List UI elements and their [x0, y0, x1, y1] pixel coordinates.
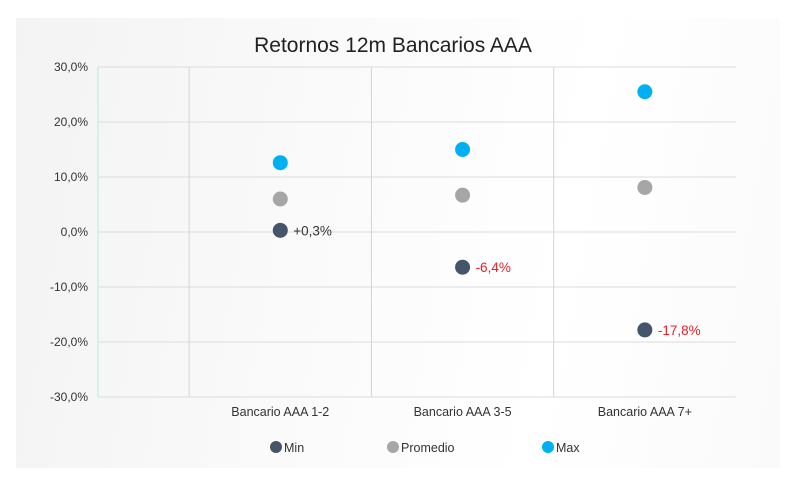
legend-item-max: Max — [542, 441, 580, 455]
legend-label: Promedio — [401, 441, 455, 455]
point-min — [637, 322, 653, 338]
data-label: -17,8% — [658, 323, 701, 338]
y-tick-label: 30,0% — [54, 60, 88, 74]
y-tick-label: -10,0% — [50, 280, 88, 294]
legend: Min Promedio Max — [270, 441, 580, 455]
data-label: +0,3% — [293, 223, 332, 238]
point-promedio — [637, 179, 653, 195]
legend-marker — [387, 441, 399, 453]
legend-item-promedio: Promedio — [387, 441, 455, 455]
legend-marker — [270, 441, 282, 453]
y-tick-label: 10,0% — [54, 170, 88, 184]
point-promedio — [455, 187, 471, 203]
point-min — [455, 259, 471, 275]
point-max — [637, 84, 653, 100]
data-labels: +0,3% -6,4% -17,8% — [293, 223, 700, 338]
data-points — [272, 84, 653, 338]
gridlines — [97, 66, 736, 398]
legend-label: Max — [556, 441, 580, 455]
point-promedio — [272, 191, 288, 207]
data-label: -6,4% — [476, 260, 511, 275]
x-category-label: Bancario AAA 3-5 — [414, 405, 512, 419]
y-tick-label: 0,0% — [61, 225, 89, 239]
point-max — [272, 155, 288, 171]
y-tick-label: -30,0% — [50, 390, 88, 404]
y-axis-ticks: 30,0% 20,0% 10,0% 0,0% -10,0% -20,0% -30,0% — [50, 60, 88, 404]
point-min — [272, 222, 288, 238]
point-max — [455, 142, 471, 157]
y-tick-label: -20,0% — [50, 335, 88, 349]
x-category-label: Bancario AAA 7+ — [598, 405, 692, 419]
x-axis-categories: Bancario AAA 1-2 Bancario AAA 3-5 Bancario… — [231, 405, 692, 419]
chart-background — [16, 18, 780, 468]
legend-item-min: Min — [270, 441, 304, 455]
y-tick-label: 20,0% — [54, 115, 88, 129]
x-category-label: Bancario AAA 1-2 — [231, 405, 329, 419]
legend-marker — [542, 441, 554, 453]
chart-title: Retornos 12m Bancarios AAA — [254, 34, 532, 57]
legend-label: Min — [284, 441, 304, 455]
